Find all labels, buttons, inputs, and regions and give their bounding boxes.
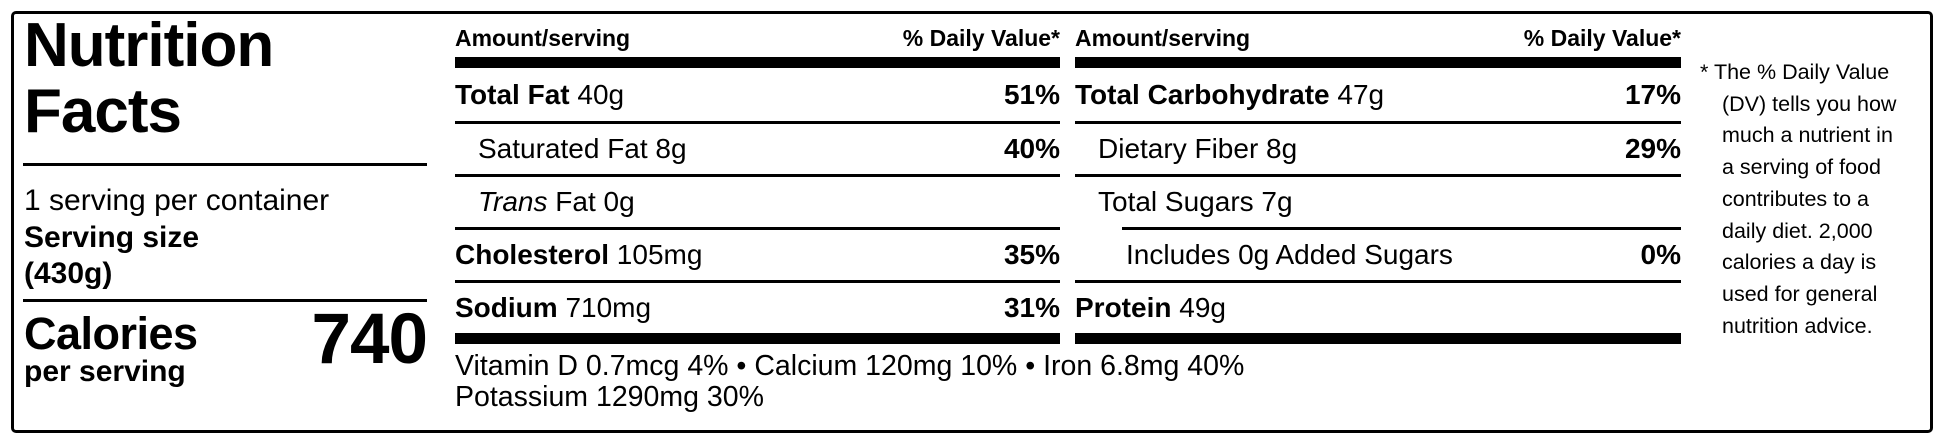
nutrient-row-cholesterol: Cholesterol 105mg 35% xyxy=(455,227,1060,280)
nutrient-row-total-carbohydrate: Total Carbohydrate 47g 17% xyxy=(1075,68,1681,121)
footnote-line: used for general xyxy=(1722,281,1878,306)
footnote-line: nutrition advice. xyxy=(1722,313,1873,338)
nutrient-amount: Dietary Fiber 8g xyxy=(1098,133,1298,164)
daily-value-header: % Daily Value* xyxy=(902,25,1060,51)
amount-per-serving-header: Amount/serving xyxy=(455,25,631,51)
nutrient-amount: 49g xyxy=(1171,292,1226,323)
daily-value-percent: 35% xyxy=(1003,239,1060,270)
calories-divider-rule xyxy=(23,299,427,302)
nutrient-amount: Total Sugars 7g xyxy=(1098,186,1293,217)
daily-value-percent: 31% xyxy=(1003,292,1060,323)
calories-per-serving-label: per serving xyxy=(24,355,186,388)
label-title-line-1: Nutrition xyxy=(24,11,274,80)
nutrient-name-italic: Trans xyxy=(478,186,548,217)
daily-value-header: % Daily Value* xyxy=(1523,25,1681,51)
column-1-header: Amount/serving % Daily Value* xyxy=(455,18,1060,57)
micronutrients-line-1: Vitamin D 0.7mcg 4% • Calcium 120mg 10% … xyxy=(455,350,1245,382)
calories-label: Calories xyxy=(24,308,198,359)
nutrient-row-total-fat: Total Fat 40g 51% xyxy=(455,68,1060,121)
nutrient-amount: Saturated Fat 8g xyxy=(478,133,687,164)
calories-label-block: Calories per serving xyxy=(24,311,198,387)
daily-value-percent: 29% xyxy=(1624,133,1681,164)
nutrient-amount: Includes 0g Added Sugars xyxy=(1126,239,1453,270)
nutrient-amount: Fat 0g xyxy=(547,186,635,217)
daily-value-percent: 40% xyxy=(1003,133,1060,164)
nutrient-row-added-sugars: Includes 0g Added Sugars 0% xyxy=(1122,227,1681,280)
column-bottom-bar xyxy=(455,333,1060,344)
label-title-line-2: Facts xyxy=(24,77,182,146)
serving-size-label: Serving size xyxy=(24,221,200,254)
calories-value: 740 xyxy=(311,300,428,379)
daily-value-footnote: * The % Daily Value (DV) tells you how m… xyxy=(1700,57,1940,342)
nutrient-name: Total Fat xyxy=(455,78,570,110)
header-separator-bar xyxy=(1075,57,1681,68)
footnote-line: (DV) tells you how xyxy=(1722,91,1897,116)
amount-per-serving-header: Amount/serving xyxy=(1075,25,1251,51)
nutrient-row-dietary-fiber: Dietary Fiber 8g 29% xyxy=(1075,121,1681,174)
label-title: Nutrition Facts xyxy=(24,11,274,146)
nutrient-column-2: Amount/serving % Daily Value* Total Carb… xyxy=(1075,18,1681,344)
nutrient-amount: 105mg xyxy=(609,239,703,270)
footnote-line: calories a day is xyxy=(1722,250,1877,275)
nutrient-row-saturated-fat: Saturated Fat 8g 40% xyxy=(455,121,1060,174)
nutrient-column-1: Amount/serving % Daily Value* Total Fat … xyxy=(455,18,1060,344)
footnote-line: * The % Daily Value xyxy=(1700,60,1890,84)
daily-value-percent: 17% xyxy=(1624,78,1681,110)
nutrient-amount: 47g xyxy=(1329,78,1385,110)
nutrient-amount: 710mg xyxy=(557,292,652,323)
footnote-line: much a nutrient in xyxy=(1722,123,1893,148)
header-separator-bar xyxy=(455,57,1060,68)
micronutrients-line-2: Potassium 1290mg 30% xyxy=(455,381,764,413)
column-2-header: Amount/serving % Daily Value* xyxy=(1075,18,1681,57)
nutrient-row-protein: Protein 49g xyxy=(1075,280,1681,333)
footnote-line: contributes to a xyxy=(1722,186,1870,211)
daily-value-percent: 51% xyxy=(1003,78,1060,110)
nutrient-name: Sodium xyxy=(455,292,558,323)
nutrient-name: Total Carbohydrate xyxy=(1075,78,1330,110)
servings-per-container: 1 serving per container xyxy=(24,184,330,217)
nutrient-name: Protein xyxy=(1075,292,1172,323)
nutrient-amount: 40g xyxy=(569,78,625,110)
nutrient-name: Cholesterol xyxy=(455,239,610,270)
footnote-line: a serving of food xyxy=(1722,155,1881,180)
nutrient-row-total-sugars: Total Sugars 7g xyxy=(1075,174,1681,227)
label-border xyxy=(11,11,1933,433)
title-divider-rule xyxy=(23,163,427,166)
column-bottom-bar xyxy=(1075,333,1681,344)
daily-value-percent: 0% xyxy=(1640,239,1681,270)
nutrient-row-sodium: Sodium 710mg 31% xyxy=(455,280,1060,333)
serving-size-amount: (430g) xyxy=(24,257,113,290)
footnote-line: daily diet. 2,000 xyxy=(1722,218,1873,243)
micronutrients-block: Vitamin D 0.7mcg 4% • Calcium 120mg 10% … xyxy=(455,351,1695,413)
nutrient-row-trans-fat: Trans Fat 0g xyxy=(455,174,1060,227)
